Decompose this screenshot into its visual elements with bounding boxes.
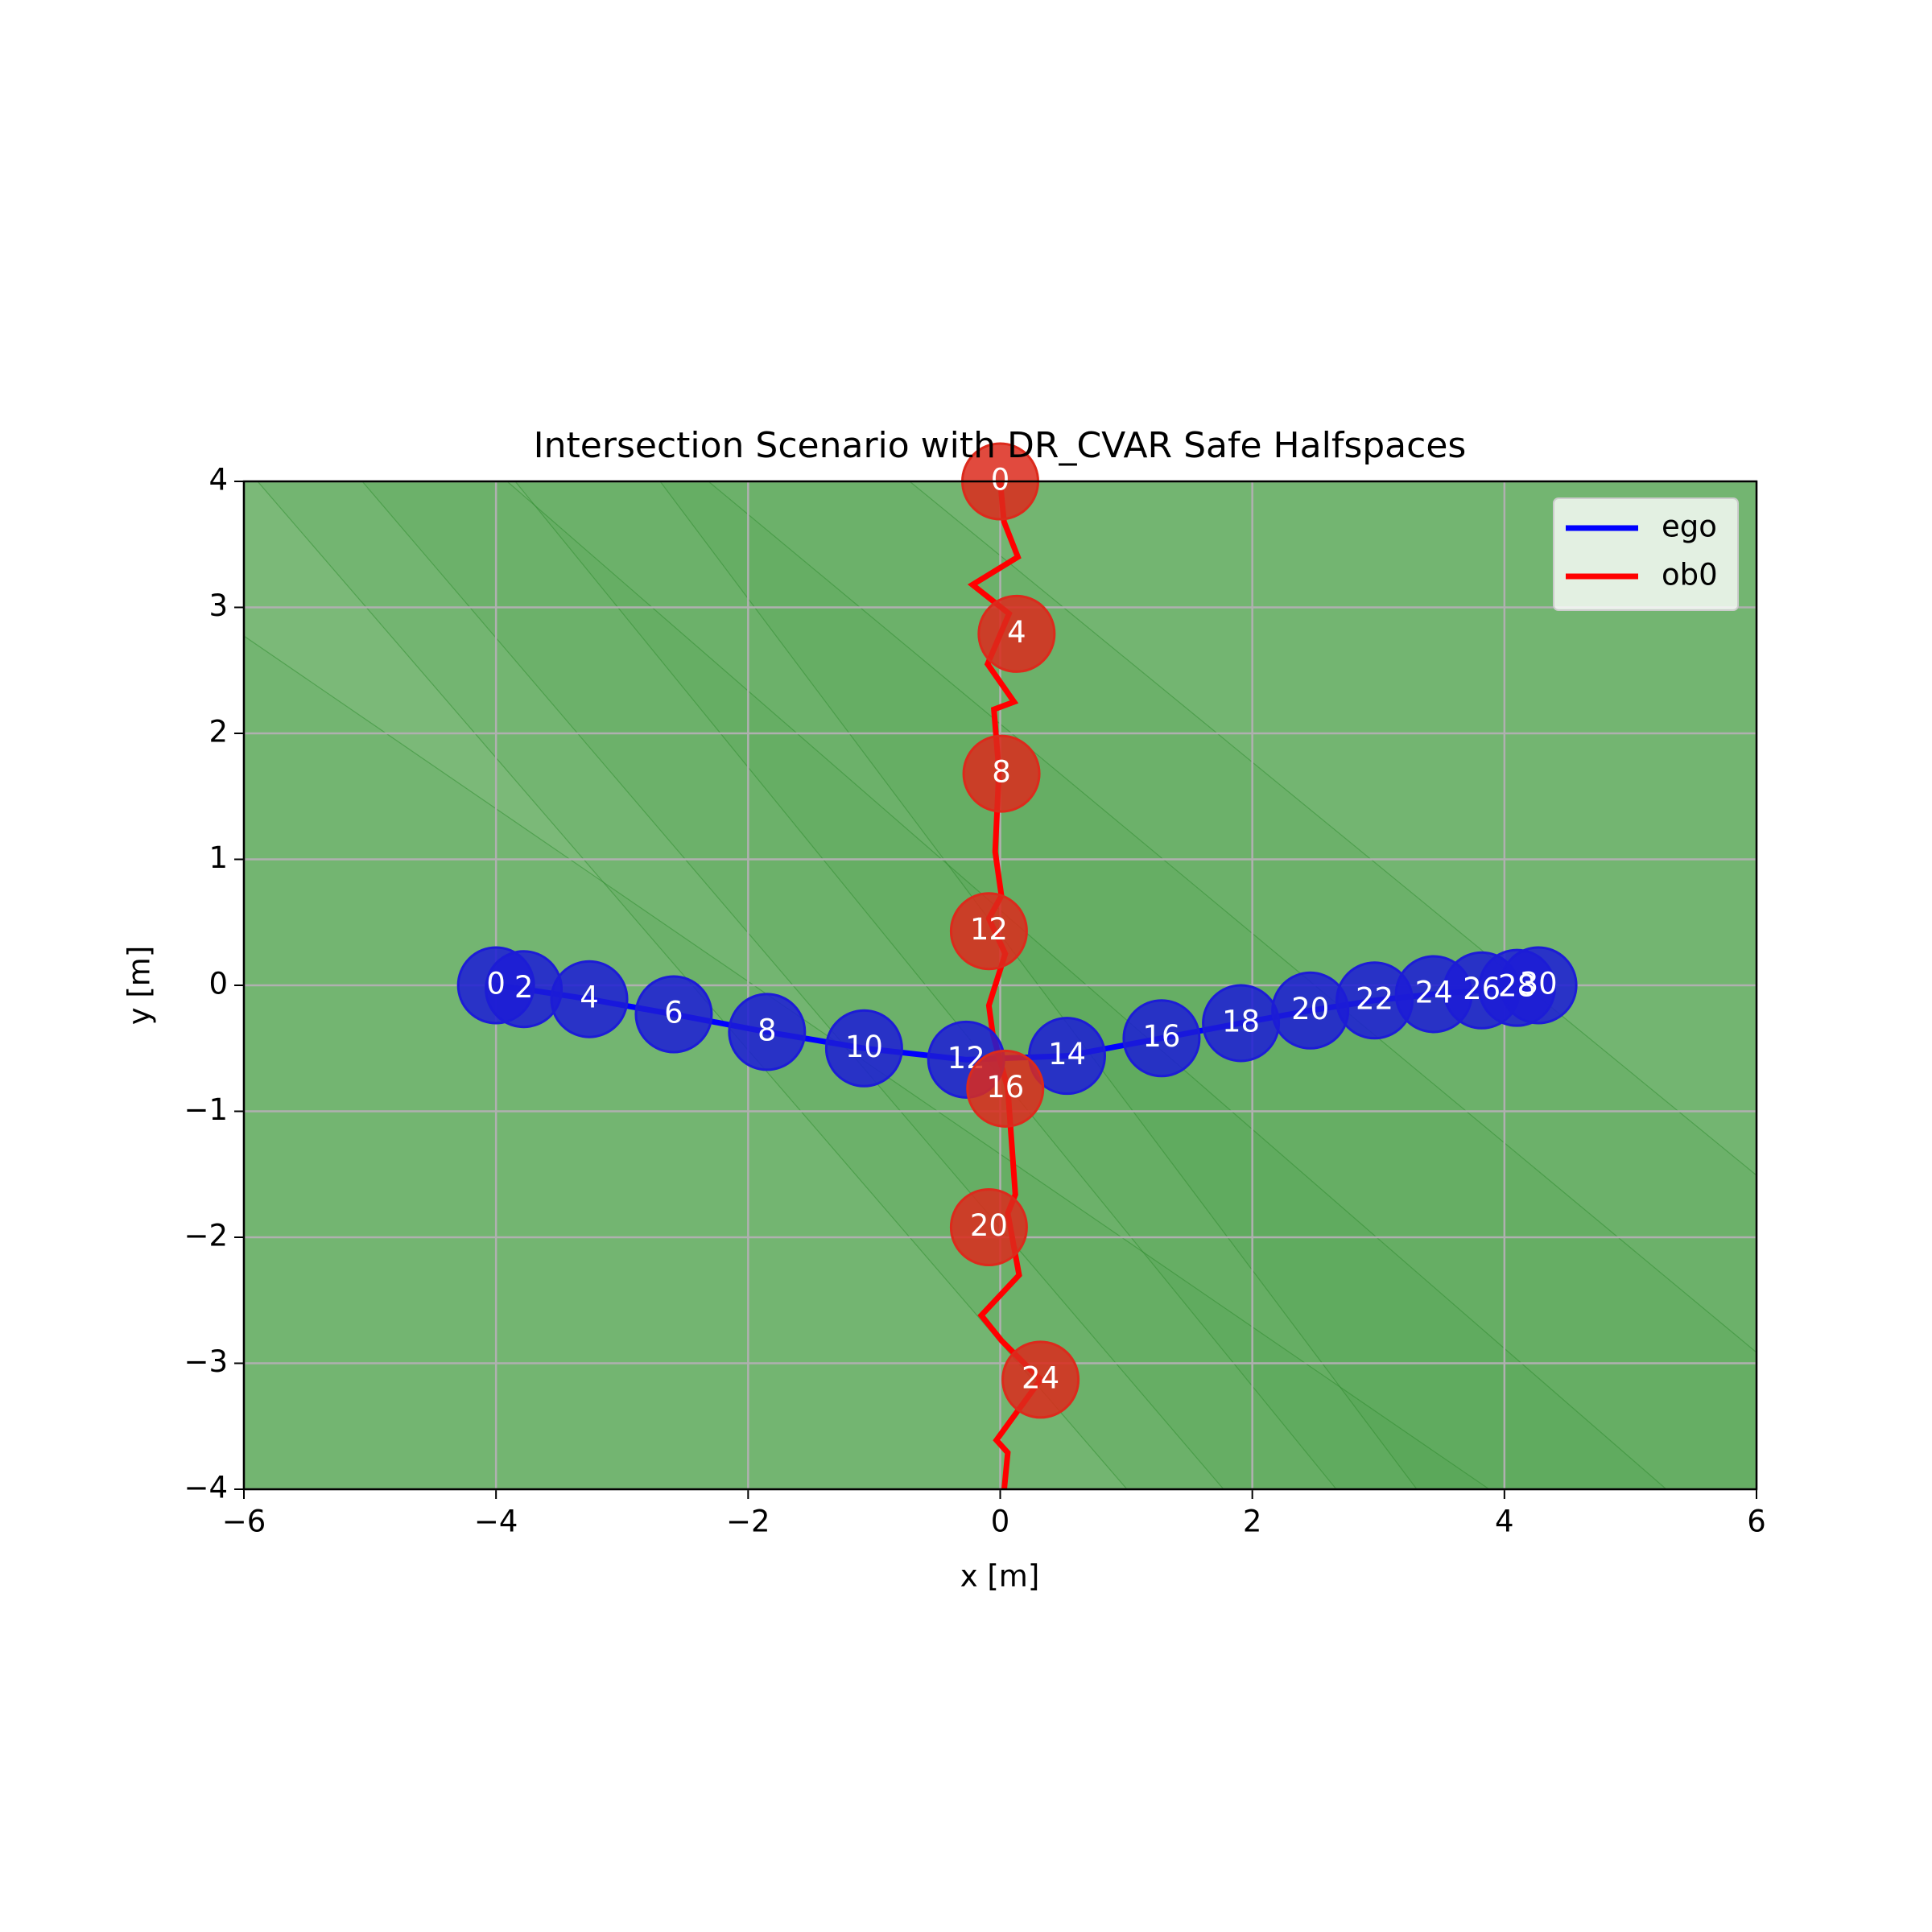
step-label: 26 — [1463, 972, 1501, 1006]
agent-marker — [977, 594, 1056, 673]
step-label: 8 — [992, 755, 1011, 790]
y-tick-label: −1 — [184, 1092, 228, 1127]
step-label: 22 — [1356, 981, 1393, 1016]
step-label: 6 — [664, 995, 683, 1030]
step-label: 20 — [1291, 992, 1329, 1026]
agent-marker — [634, 975, 713, 1054]
y-tick-label: 4 — [208, 463, 228, 497]
x-tick-label: 2 — [1243, 1505, 1262, 1539]
step-label: 0 — [991, 463, 1010, 497]
step-label: 14 — [1048, 1037, 1086, 1071]
agent-marker — [728, 993, 807, 1071]
step-label: 20 — [970, 1208, 1008, 1243]
step-label: 28 — [1498, 969, 1536, 1004]
x-tick-label: 6 — [1747, 1505, 1766, 1539]
y-tick-label: 1 — [208, 840, 228, 875]
legend-label: ob0 — [1662, 558, 1718, 592]
step-label: 24 — [1415, 975, 1453, 1009]
x-tick-label: 4 — [1495, 1505, 1514, 1539]
step-label: 4 — [580, 980, 599, 1015]
agent-marker — [949, 1187, 1028, 1266]
y-tick-label: −4 — [184, 1471, 228, 1505]
agent-marker — [1122, 999, 1201, 1078]
y-tick-label: 0 — [208, 967, 228, 1001]
agent-marker — [550, 960, 629, 1038]
agent-marker — [1001, 1340, 1080, 1419]
x-tick-label: 0 — [991, 1505, 1010, 1539]
agent-marker — [1499, 946, 1578, 1025]
x-tick-label: −2 — [726, 1505, 770, 1539]
x-tick-label: −4 — [474, 1505, 518, 1539]
step-label: 18 — [1222, 1004, 1260, 1038]
legend: ego ob0 — [1553, 497, 1739, 611]
step-label: 8 — [758, 1013, 777, 1047]
y-tick-label: −2 — [184, 1219, 228, 1253]
step-label: 10 — [845, 1030, 883, 1064]
legend-label: ego — [1662, 510, 1717, 544]
agent-marker — [949, 892, 1028, 971]
y-axis-label: y [m] — [122, 946, 157, 1026]
step-label: 30 — [1520, 967, 1558, 1001]
step-label: 16 — [1142, 1019, 1180, 1054]
y-tick-label: 3 — [208, 588, 228, 623]
step-label: 4 — [1007, 615, 1026, 650]
y-tick-label: 2 — [208, 715, 228, 749]
y-tick-label: −3 — [184, 1344, 228, 1379]
agent-marker — [966, 1049, 1045, 1128]
step-label: 12 — [970, 912, 1008, 947]
chart-title: Intersection Scenario with DR_CVAR Safe … — [534, 425, 1467, 466]
x-tick-label: −6 — [222, 1505, 266, 1539]
step-label: 24 — [1022, 1360, 1059, 1395]
agent-marker — [962, 734, 1041, 813]
agent-marker — [824, 1009, 903, 1088]
step-label: 2 — [514, 970, 534, 1005]
step-label: 16 — [986, 1070, 1024, 1104]
step-label: 0 — [486, 967, 506, 1001]
agent-marker — [1027, 1017, 1106, 1096]
axes-frame — [242, 480, 1758, 1491]
x-axis-label: x [m] — [960, 1559, 1040, 1594]
halfspaces — [244, 481, 1757, 1489]
